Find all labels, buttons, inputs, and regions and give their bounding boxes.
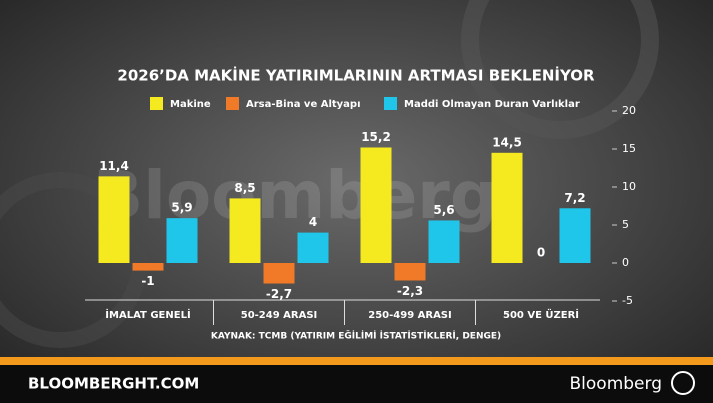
legend-swatch (150, 97, 163, 110)
legend-label: Arsa-Bina ve Altyapı (246, 99, 361, 110)
value-label: 7,2 (564, 191, 585, 205)
value-label: 4 (309, 215, 317, 229)
brand-logo (671, 371, 695, 395)
value-label: 0 (537, 246, 545, 260)
bar (98, 176, 130, 263)
bar (297, 232, 329, 263)
bar (360, 147, 392, 263)
legend-swatch (226, 97, 239, 110)
bar (428, 220, 460, 263)
x-tick-label: 250-499 ARASI (368, 310, 451, 321)
value-label: -2,3 (397, 284, 423, 298)
y-tick-label: 20 (622, 104, 636, 117)
footer-stripe (0, 357, 713, 365)
footer-brand: Bloomberg (570, 374, 662, 394)
bar (132, 263, 164, 271)
bar (166, 218, 198, 263)
y-tick-label: 5 (622, 218, 629, 231)
value-label: 5,6 (433, 203, 454, 217)
chart-title: 2026’DA MAKİNE YATIRIMLARININ ARTMASI BE… (117, 66, 595, 85)
legend-label: Makine (170, 99, 211, 110)
legend-label: Maddi Olmayan Duran Varlıklar (404, 99, 580, 110)
bar (559, 208, 591, 263)
gear-decor (461, 0, 659, 139)
y-tick-label: 10 (622, 180, 636, 193)
value-label: 14,5 (492, 135, 522, 149)
x-tick-label: 500 VE ÜZERİ (503, 307, 579, 321)
value-label: 15,2 (361, 130, 391, 144)
gear-decor (0, 172, 148, 348)
bar (394, 263, 426, 281)
legend-swatch (384, 97, 397, 110)
footer (0, 365, 713, 403)
value-label: 5,9 (171, 201, 192, 215)
value-label: 8,5 (234, 181, 255, 195)
x-tick-label: İMALAT GENELİ (105, 307, 190, 321)
value-label: -2,7 (266, 287, 292, 301)
value-label: 11,4 (99, 159, 129, 173)
bar (263, 263, 295, 284)
bar (229, 198, 261, 263)
x-tick-label: 50-249 ARASI (241, 310, 318, 321)
value-label: -1 (141, 274, 154, 288)
y-tick-label: 15 (622, 142, 636, 155)
y-tick-label: 0 (622, 256, 629, 269)
bar (491, 152, 523, 263)
source: KAYNAK: TCMB (YATIRIM EĞİLİMİ İSTATİSTİK… (211, 330, 501, 342)
y-tick-label: -5 (622, 294, 633, 307)
footer-site: BLOOMBERGHT.COM (28, 375, 199, 393)
